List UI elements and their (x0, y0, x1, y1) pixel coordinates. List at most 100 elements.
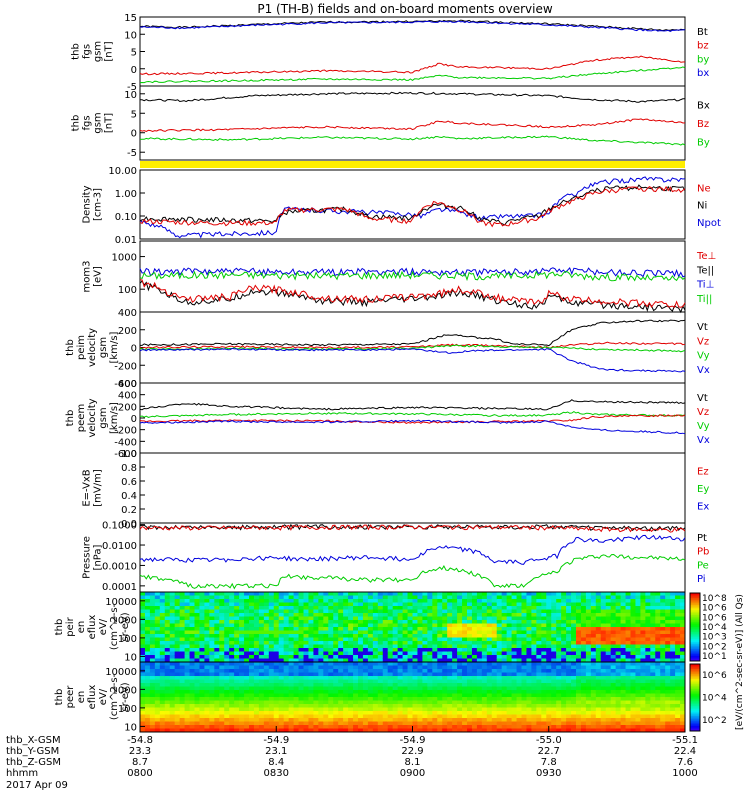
spectrogram-cell (239, 704, 245, 708)
spectrogram-cell (179, 637, 186, 642)
spectrogram-cell (353, 669, 359, 673)
spectrogram-cell (590, 602, 597, 607)
spectrogram-cell (382, 592, 389, 596)
spectrogram-cell (595, 599, 602, 603)
spectrogram-cell (214, 725, 220, 729)
spectrogram-cell (278, 679, 285, 684)
spectrogram-cell (660, 683, 666, 687)
spectrogram-cell (372, 634, 379, 638)
spectrogram-cell (467, 686, 473, 691)
spectrogram-cell (159, 644, 166, 649)
spectrogram-cell (348, 669, 354, 673)
spectrogram-cell (328, 658, 334, 663)
spectrogram-cell (640, 700, 646, 705)
spectrogram-cell (437, 697, 443, 701)
spectrogram-cell (343, 613, 349, 617)
spectrogram-cell (397, 676, 404, 680)
spectrogram-cell (580, 602, 587, 607)
y-tick-label: 0.2 (121, 505, 137, 516)
spectrogram-cell (184, 686, 191, 691)
spectrogram-cell (159, 627, 166, 631)
spectrogram-cell (442, 693, 448, 698)
spectrogram-cell (303, 683, 309, 687)
spectrogram-cell (467, 662, 473, 666)
spectrogram-cell (362, 669, 369, 673)
spectrogram-cell (590, 728, 597, 733)
spectrogram-cell (377, 704, 384, 708)
spectrogram-cell (546, 704, 552, 708)
spectrogram-cell (174, 665, 181, 670)
spectrogram-cell (249, 662, 255, 666)
spectrogram-cell (556, 704, 562, 708)
spectrogram-cell (224, 616, 230, 621)
spectrogram-cell (159, 655, 166, 659)
spectrogram-cell (263, 630, 270, 635)
spectrogram-cell (526, 672, 532, 677)
spectrogram-cell (407, 606, 413, 610)
spectrogram-cell (576, 595, 582, 600)
spectrogram-cell (476, 672, 483, 677)
spectrogram-cell (580, 644, 587, 649)
spectrogram-cell (590, 658, 597, 663)
spectrogram-cell (645, 623, 651, 628)
spectrogram-cell (318, 700, 324, 705)
spectrogram-cell (149, 683, 156, 687)
spectrogram-cell (541, 690, 547, 694)
spectrogram-cell (605, 623, 612, 628)
spectrogram-cell (551, 592, 557, 596)
spectrogram-cell (476, 595, 483, 600)
spectrogram-cell (655, 616, 661, 621)
spectrogram-cell (432, 683, 438, 687)
spectrogram-cell (526, 616, 532, 621)
spectrogram-cell (249, 613, 255, 617)
spectrogram-cell (531, 592, 537, 596)
spectrogram-cell (462, 718, 468, 722)
spectrogram-cell (521, 609, 527, 614)
spectrogram-cell (630, 714, 636, 719)
spectrogram-cell (680, 718, 686, 722)
spectrogram-cell (179, 641, 186, 645)
spectrogram-cell (576, 718, 582, 722)
spectrogram-cell (204, 669, 210, 673)
spectrogram-cell (288, 690, 295, 694)
spectrogram-cell (580, 634, 587, 638)
spectrogram-cell (283, 620, 290, 624)
spectrogram-cell (422, 665, 428, 670)
spectrogram-cell (288, 613, 295, 617)
spectrogram-cell (249, 648, 255, 652)
spectrogram-cell (402, 613, 409, 617)
spectrogram-cell (353, 627, 359, 631)
spectrogram-cell (229, 641, 235, 645)
spectrogram-cell (561, 728, 567, 733)
spectrogram-cell (491, 714, 498, 719)
spectrogram-cell (635, 669, 641, 673)
spectrogram-cell (566, 651, 572, 656)
spectrogram-cell (551, 704, 557, 708)
spectrogram-cell (353, 658, 359, 663)
spectrogram-cell (333, 616, 339, 621)
spectrogram-cell (620, 672, 627, 677)
y-tick-label: 10000 (105, 667, 137, 678)
spectrogram-cell (496, 728, 503, 733)
spectrogram-cell (154, 672, 161, 677)
spectrogram-cell (566, 630, 572, 635)
spectrogram-cell (635, 637, 641, 642)
spectrogram-cell (675, 683, 681, 687)
spectrogram-cell (159, 595, 166, 600)
spectrogram-cell (501, 669, 508, 673)
spectrogram-cell (531, 595, 537, 600)
spectrogram-cell (323, 683, 329, 687)
spectrogram-cell (447, 704, 453, 708)
spectrogram-cell (546, 627, 552, 631)
spectrogram-cell (427, 669, 433, 673)
spectrogram-cell (199, 697, 205, 701)
spectrogram-cell (333, 609, 339, 614)
spectrogram-cell (615, 683, 622, 687)
spectrogram-cell (476, 599, 483, 603)
spectrogram-cell (169, 704, 176, 708)
spectrogram-cell (452, 665, 458, 670)
spectrogram-cell (442, 721, 448, 726)
spectrogram-cell (278, 602, 285, 607)
spectrogram-cell (392, 718, 399, 722)
spectrogram-cell (382, 648, 389, 652)
